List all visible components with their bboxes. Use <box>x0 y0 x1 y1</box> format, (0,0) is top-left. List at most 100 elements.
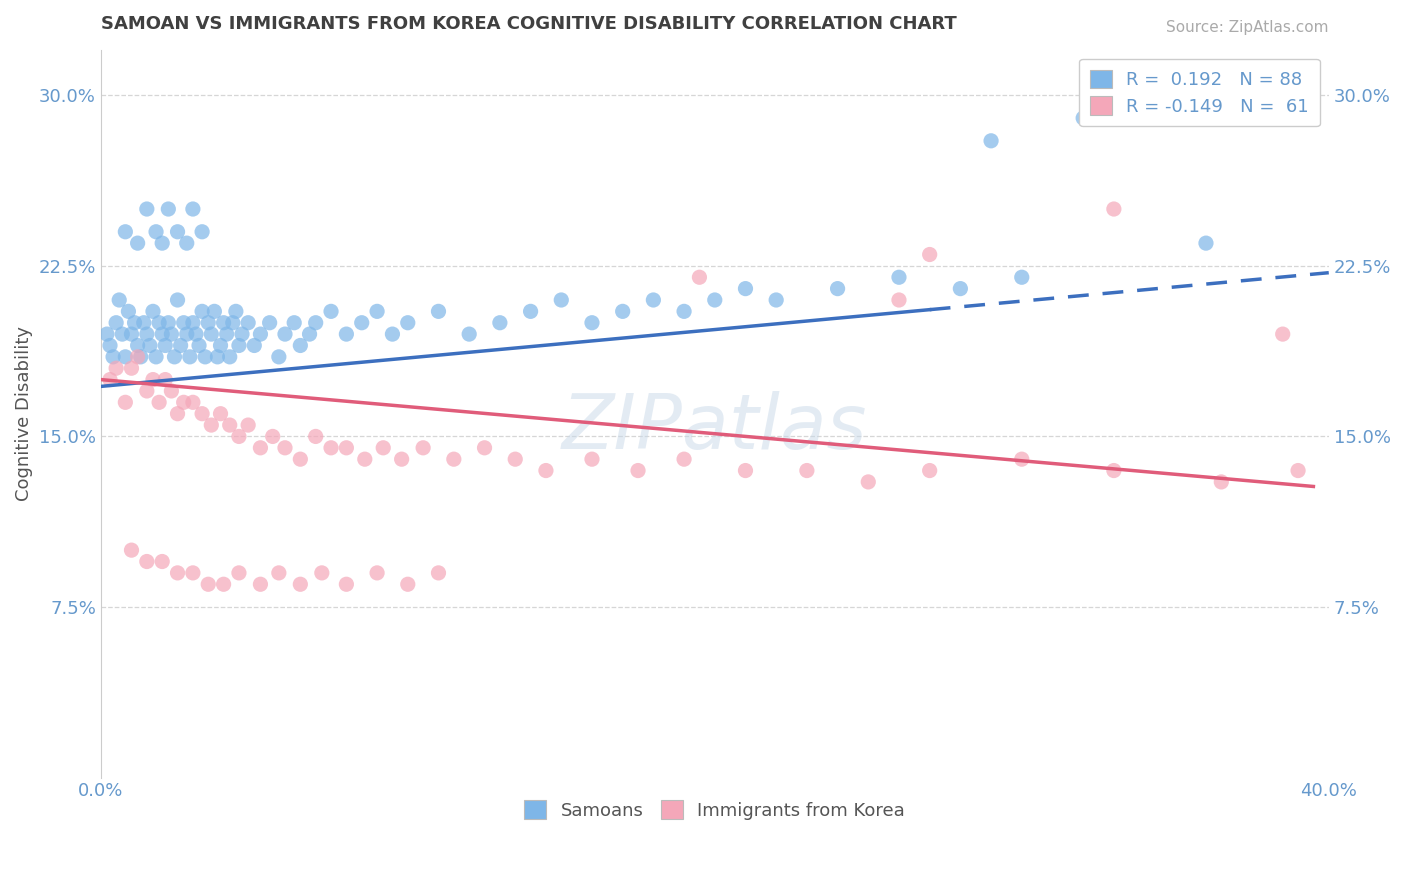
Point <box>262 429 284 443</box>
Point <box>228 566 250 580</box>
Point <box>142 373 165 387</box>
Point <box>673 452 696 467</box>
Point <box>142 304 165 318</box>
Point <box>412 441 434 455</box>
Point <box>396 577 419 591</box>
Point <box>155 338 177 352</box>
Point <box>225 304 247 318</box>
Point <box>148 316 170 330</box>
Point <box>228 429 250 443</box>
Point <box>550 293 572 307</box>
Point <box>827 282 849 296</box>
Text: ZIPatlas: ZIPatlas <box>562 392 868 466</box>
Point <box>335 441 357 455</box>
Point <box>796 464 818 478</box>
Point <box>887 293 910 307</box>
Point <box>458 327 481 342</box>
Point <box>503 452 526 467</box>
Point <box>212 577 235 591</box>
Point <box>209 407 232 421</box>
Point <box>1286 464 1309 478</box>
Text: SAMOAN VS IMMIGRANTS FROM KOREA COGNITIVE DISABILITY CORRELATION CHART: SAMOAN VS IMMIGRANTS FROM KOREA COGNITIV… <box>101 15 956 33</box>
Point <box>249 441 271 455</box>
Point <box>1195 236 1218 251</box>
Point <box>366 304 388 318</box>
Point <box>163 350 186 364</box>
Point <box>121 327 143 342</box>
Point <box>127 236 149 251</box>
Point <box>1102 202 1125 216</box>
Point <box>765 293 787 307</box>
Point <box>188 338 211 352</box>
Point <box>305 429 328 443</box>
Point <box>627 464 650 478</box>
Point <box>290 452 312 467</box>
Point <box>1071 111 1094 125</box>
Point <box>129 350 152 364</box>
Point <box>381 327 404 342</box>
Point <box>124 316 146 330</box>
Point <box>581 452 603 467</box>
Point <box>200 327 222 342</box>
Point <box>298 327 321 342</box>
Point <box>643 293 665 307</box>
Point <box>335 577 357 591</box>
Point <box>980 134 1002 148</box>
Point <box>688 270 710 285</box>
Point <box>236 316 259 330</box>
Point <box>197 577 219 591</box>
Point <box>215 327 238 342</box>
Point <box>166 407 188 421</box>
Point <box>191 304 214 318</box>
Point <box>373 441 395 455</box>
Point <box>108 293 131 307</box>
Point <box>150 236 173 251</box>
Point <box>249 327 271 342</box>
Point <box>290 338 312 352</box>
Y-axis label: Cognitive Disability: Cognitive Disability <box>15 326 32 501</box>
Point <box>117 304 139 318</box>
Point <box>121 361 143 376</box>
Point <box>157 316 180 330</box>
Point <box>101 350 124 364</box>
Point <box>145 225 167 239</box>
Point <box>222 316 245 330</box>
Point <box>366 566 388 580</box>
Point <box>305 316 328 330</box>
Point <box>135 555 157 569</box>
Point <box>249 577 271 591</box>
Point <box>443 452 465 467</box>
Point <box>1011 270 1033 285</box>
Point <box>858 475 880 489</box>
Point <box>150 327 173 342</box>
Point <box>127 338 149 352</box>
Point <box>236 418 259 433</box>
Point <box>311 566 333 580</box>
Point <box>121 543 143 558</box>
Point <box>474 441 496 455</box>
Point <box>489 316 512 330</box>
Point <box>534 464 557 478</box>
Point <box>181 316 204 330</box>
Point <box>1271 327 1294 342</box>
Point <box>427 566 450 580</box>
Point <box>135 202 157 216</box>
Point <box>734 464 756 478</box>
Point <box>173 395 195 409</box>
Point <box>176 236 198 251</box>
Point <box>918 247 941 261</box>
Point <box>157 202 180 216</box>
Point <box>169 338 191 352</box>
Point <box>887 270 910 285</box>
Point <box>274 441 297 455</box>
Point <box>319 304 342 318</box>
Point <box>160 384 183 398</box>
Point <box>191 407 214 421</box>
Point <box>150 555 173 569</box>
Point <box>218 350 240 364</box>
Point <box>166 225 188 239</box>
Point <box>1011 452 1033 467</box>
Point <box>703 293 725 307</box>
Point <box>166 293 188 307</box>
Point <box>105 361 128 376</box>
